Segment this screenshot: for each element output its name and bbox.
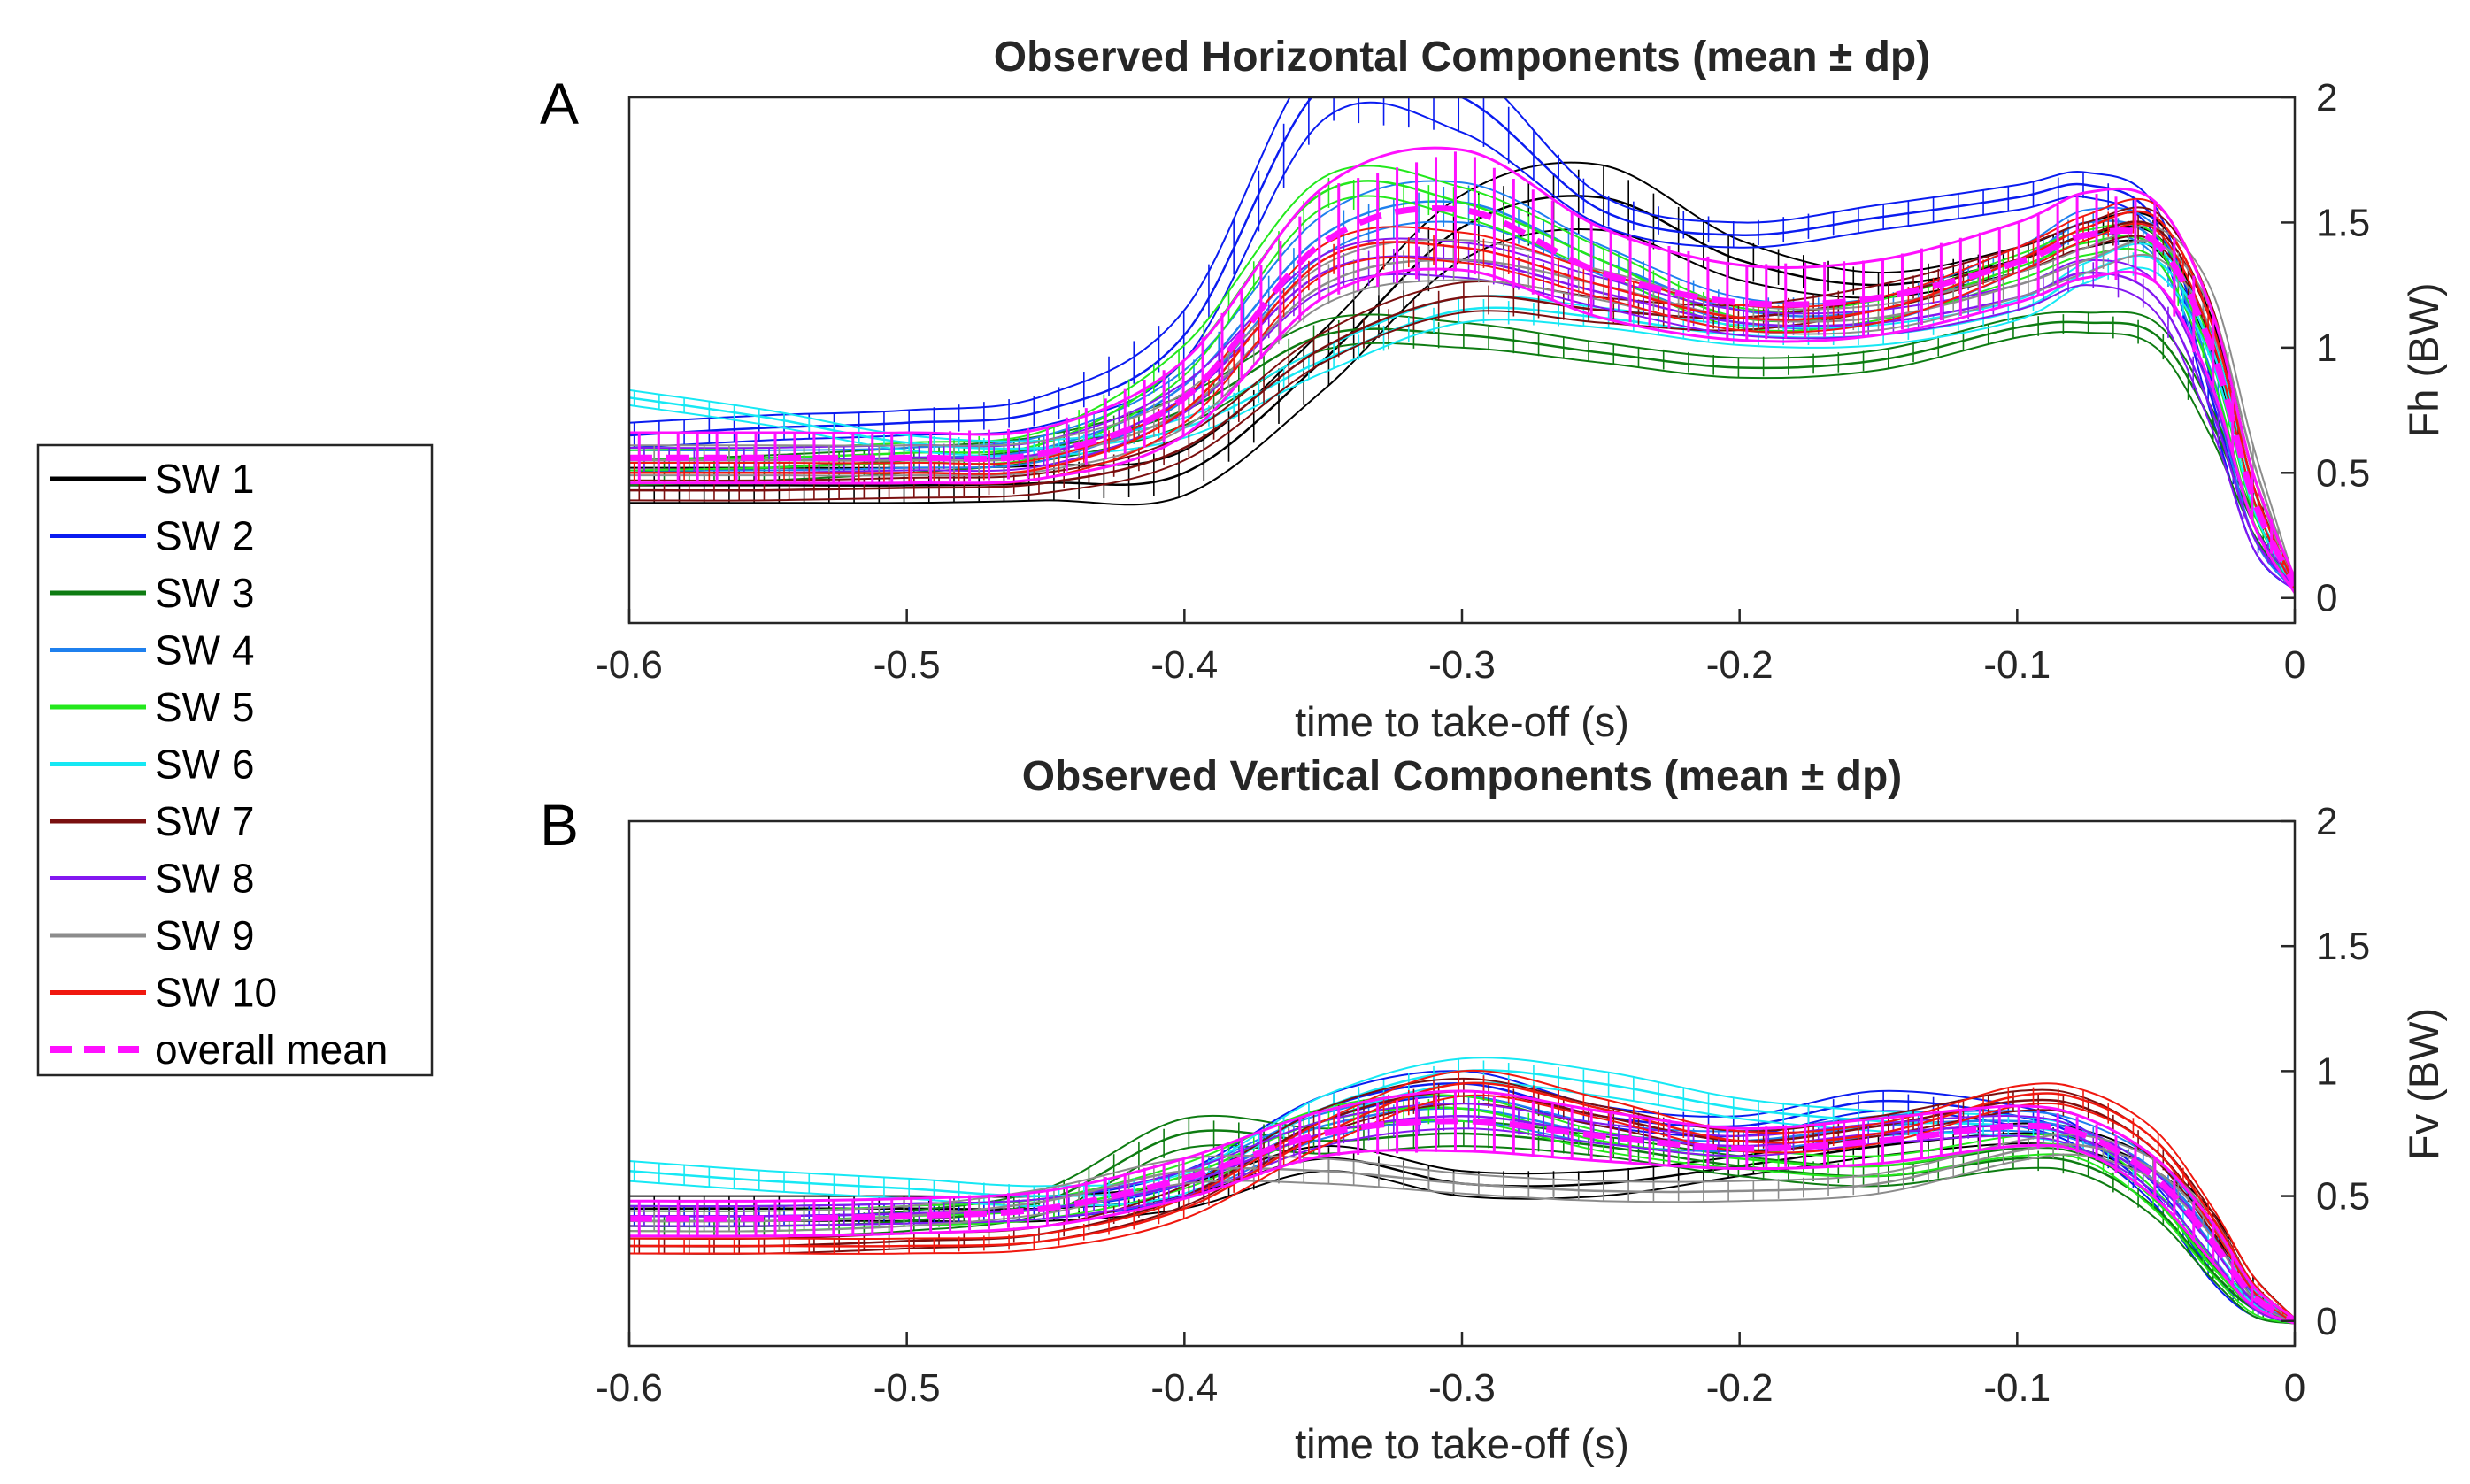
legend-label: SW 10	[155, 970, 277, 1016]
legend-label: SW 7	[155, 798, 254, 844]
legend-item-sw-9: SW 9	[50, 912, 254, 958]
panel-a-ytick-label: 1	[2316, 327, 2337, 370]
panel-a-horizontal: A Observed Horizontal Components (mean ±…	[540, 34, 2447, 745]
legend-item-sw-5: SW 5	[50, 684, 254, 730]
panel-a-series	[629, 97, 2295, 594]
sd-upper-line	[629, 146, 2295, 579]
legend-entries: SW 1 SW 2 SW 3 SW 4 SW 5 SW 6 SW 7 SW 8 SW 9 SW 1…	[50, 456, 388, 1073]
panel-a-ytick-label: 0.5	[2316, 451, 2370, 495]
legend-label: SW 8	[155, 856, 254, 902]
panel-a-ylabel: Fh (BW)	[2400, 283, 2447, 438]
legend-label: SW 2	[155, 513, 254, 559]
panel-b-ytick-label: 0.5	[2316, 1175, 2370, 1219]
panel-b-xtick-label: -0.5	[873, 1366, 941, 1410]
panel-b-series	[629, 1057, 2295, 1326]
mean-line	[629, 1081, 2295, 1322]
mean-line	[629, 210, 2295, 587]
legend-label: SW 4	[155, 627, 254, 673]
mean-line	[629, 255, 2295, 587]
sd-lower-line	[629, 267, 2295, 594]
sd-lower-line	[629, 273, 2295, 591]
panel-b-ytick-label: 0	[2316, 1300, 2337, 1343]
panel-b-ytick-label: 2	[2316, 800, 2337, 843]
panel-a-ytick-label: 1.5	[2316, 201, 2370, 244]
legend-box	[36, 443, 434, 1077]
panel-b-vertical: B Observed Vertical Components (mean ± d…	[540, 753, 2447, 1467]
panel-b-letter: B	[540, 792, 579, 857]
legend-item-sw-2: SW 2	[50, 513, 254, 559]
panel-a-xtick-label: -0.3	[1428, 643, 1496, 687]
mean-line	[629, 1118, 2295, 1324]
panel-a-xtick-label: -0.4	[1150, 643, 1218, 687]
panel-b-xtick-label: -0.3	[1428, 1366, 1496, 1410]
sd-upper-line	[629, 161, 2295, 581]
legend-item-sw-1: SW 1	[50, 456, 254, 502]
panel-a-xtick-label: -0.6	[596, 643, 663, 687]
panel-a-xlabel: time to take-off (s)	[1295, 698, 1629, 745]
sd-lower-line	[629, 1143, 2295, 1326]
panel-b-series-overall-mean	[629, 1089, 2295, 1326]
panel-a-ytick-label: 0	[2316, 577, 2337, 620]
legend-item-sw-4: SW 4	[50, 627, 254, 673]
panel-b-title: Observed Vertical Components (mean ± dp)	[1022, 753, 1903, 800]
legend-item-sw-6: SW 6	[50, 742, 254, 788]
panel-b-xtick-label: -0.2	[1706, 1366, 1774, 1410]
sd-lower-line	[629, 253, 2295, 591]
panel-b-ytick-label: 1.5	[2316, 925, 2370, 968]
mean-line	[629, 254, 2295, 587]
sd-lower-line	[629, 1119, 2295, 1325]
sd-lower-line	[629, 266, 2295, 591]
legend-label: SW 5	[155, 684, 254, 730]
legend-item-sw-3: SW 3	[50, 570, 254, 616]
panel-b-ylabel: Fv (BW)	[2400, 1008, 2447, 1160]
panel-b-ticks: -0.6 -0.5 -0.4 -0.3 -0.2 -0.1 00 0.5 1 1.5 2	[596, 800, 2370, 1410]
sd-upper-line	[629, 1089, 2295, 1320]
legend-label: SW 3	[155, 570, 254, 616]
panel-a-xtick-label: -0.2	[1706, 643, 1774, 687]
legend-item-sw-10: SW 10	[50, 970, 277, 1016]
legend-item-sw-8: SW 8	[50, 856, 254, 902]
mean-line	[629, 97, 2295, 587]
panel-b-ytick-label: 1	[2316, 1050, 2337, 1093]
panel-a-xtick-label: 0	[2284, 643, 2305, 687]
panel-a-ticks: -0.6 -0.5 -0.4 -0.3 -0.2 -0.1 00 0.5 1 1.5 2	[596, 76, 2370, 687]
sd-upper-line	[629, 225, 2295, 581]
panel-a-title: Observed Horizontal Components (mean ± d…	[994, 34, 1930, 81]
panel-b-xtick-label: -0.1	[1983, 1366, 2051, 1410]
panel-b-xtick-label: -0.6	[596, 1366, 663, 1410]
legend-item-sw-7: SW 7	[50, 798, 254, 844]
sd-upper-line	[629, 237, 2295, 581]
panel-b-xlabel: time to take-off (s)	[1295, 1420, 1629, 1467]
legend-label: SW 6	[155, 742, 254, 788]
legend-label: SW 9	[155, 912, 254, 958]
mean-line	[629, 205, 2295, 588]
legend-item-overall-mean: overall mean	[50, 1026, 388, 1073]
panel-a-letter: A	[540, 71, 579, 136]
panel-a-series-sw-6	[629, 242, 2295, 591]
sd-upper-line	[629, 1069, 2295, 1319]
panel-b-xtick-label: -0.4	[1150, 1366, 1218, 1410]
panel-b-series-sw-6	[629, 1057, 2295, 1325]
legend-label: SW 1	[155, 456, 254, 502]
sd-lower-line	[629, 1144, 2295, 1325]
sd-lower-line	[629, 222, 2295, 591]
mean-line	[629, 180, 2295, 587]
panel-a-series-sw-1	[629, 161, 2295, 591]
sd-lower-line	[629, 101, 2295, 591]
panel-b-xtick-label: 0	[2284, 1366, 2305, 1410]
panel-a-plot-box	[627, 96, 2297, 625]
panel-a-series-sw-5	[629, 165, 2295, 591]
panel-a-ytick-label: 2	[2316, 76, 2337, 119]
panel-b-series-sw-9	[629, 1134, 2295, 1325]
legend: SW 1 SW 2 SW 3 SW 4 SW 5 SW 6 SW 7 SW 8 SW 9 SW 1…	[36, 443, 434, 1077]
panel-a-xtick-label: -0.1	[1983, 643, 2051, 687]
legend-label: overall mean	[155, 1026, 388, 1073]
panel-a-series-overall-mean	[629, 146, 2295, 594]
mean-line	[629, 195, 2295, 587]
panel-a-series-sw-7	[629, 206, 2295, 591]
panel-a-xtick-label: -0.5	[873, 643, 941, 687]
panel-a-series-sw-9	[629, 225, 2295, 591]
